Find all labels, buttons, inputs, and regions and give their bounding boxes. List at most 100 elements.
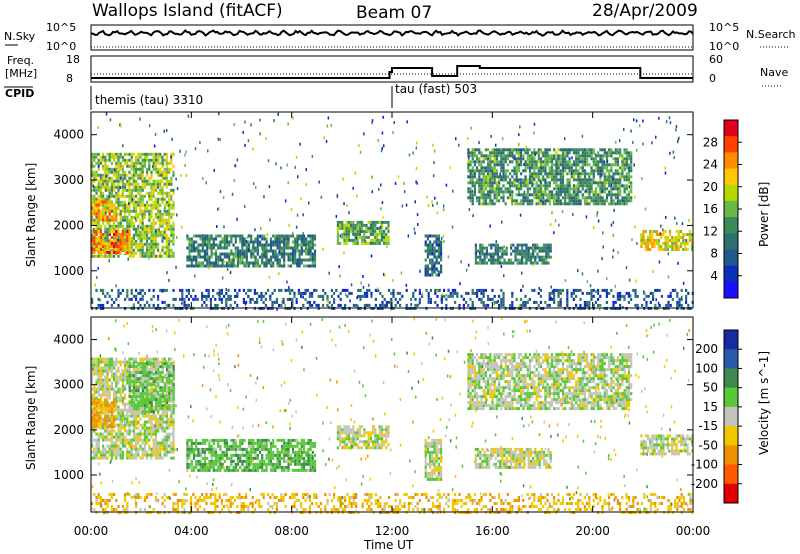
power-cell — [503, 245, 505, 249]
power-cell — [250, 255, 253, 259]
velocity-cell — [106, 444, 109, 448]
power-cell — [473, 160, 476, 164]
power-cell — [597, 151, 600, 155]
power-cell — [581, 193, 584, 197]
power-cell — [205, 288, 208, 292]
power-cell — [110, 203, 113, 207]
power-cell — [482, 187, 485, 191]
power-cell — [546, 187, 549, 191]
power-cell — [539, 196, 543, 200]
power-cell — [493, 178, 496, 182]
power-cell — [108, 176, 111, 180]
power-cell — [130, 209, 133, 213]
power-cell — [633, 118, 635, 122]
velocity-cell — [115, 378, 118, 382]
power-cell — [110, 227, 113, 231]
power-cell — [110, 239, 113, 243]
power-cell — [548, 291, 551, 295]
power-cell — [93, 173, 96, 177]
power-cell — [154, 242, 157, 246]
power-cell — [97, 236, 100, 239]
power-cell — [121, 248, 124, 251]
power-cell — [161, 197, 164, 201]
power-cell — [592, 294, 595, 298]
power-cell — [484, 175, 487, 179]
power-cell — [315, 303, 318, 307]
power-cell — [115, 170, 118, 174]
power-cell — [435, 273, 438, 277]
velocity-cell — [130, 414, 133, 418]
power-cell — [119, 236, 122, 239]
power-cell — [95, 212, 98, 216]
velocity-cell — [97, 444, 100, 448]
power-cell — [397, 175, 400, 179]
power-cell — [269, 249, 273, 253]
power-cell — [612, 300, 615, 304]
power-cell — [361, 294, 364, 298]
power-cell — [542, 169, 545, 173]
power-cell — [345, 235, 348, 239]
power-cell — [471, 169, 474, 173]
power-cell — [172, 303, 175, 307]
power-cell — [170, 203, 173, 207]
power-cell — [154, 239, 157, 243]
power-cell — [208, 243, 211, 247]
power-cell — [651, 141, 653, 145]
power-cell — [245, 246, 248, 250]
power-cell — [515, 184, 518, 188]
power-cell — [435, 240, 438, 244]
power-cell — [159, 203, 162, 207]
power-cell — [577, 184, 580, 188]
power-cell — [527, 249, 530, 253]
velocity-cell — [119, 423, 122, 427]
power-cell — [473, 181, 476, 185]
power-cell — [392, 288, 395, 292]
power-cell — [161, 188, 164, 192]
power-cell — [278, 237, 281, 241]
power-cell — [206, 249, 209, 253]
power-cell — [469, 151, 472, 155]
power-cell — [667, 275, 670, 279]
power-cell — [538, 258, 541, 262]
power-cell — [131, 198, 134, 202]
power-cell — [336, 195, 339, 199]
power-cell — [442, 204, 445, 208]
power-cell — [288, 286, 290, 290]
power-cell — [507, 258, 510, 262]
power-cell — [478, 163, 481, 167]
velocity-cell — [126, 429, 129, 433]
power-cell — [566, 288, 569, 292]
power-cell — [274, 258, 277, 262]
power-cell — [489, 172, 492, 176]
power-cell — [383, 273, 385, 276]
power-cell — [210, 252, 213, 256]
power-cell — [121, 188, 124, 192]
velocity-cell — [119, 438, 122, 442]
power-cell — [610, 196, 613, 200]
power-cell — [614, 300, 617, 304]
power-cell — [139, 194, 142, 198]
power-cell — [117, 227, 120, 231]
power-cell — [592, 175, 595, 179]
power-cell — [520, 199, 523, 203]
power-cell — [117, 236, 120, 240]
power-cell — [526, 202, 529, 206]
power-cell — [128, 152, 131, 156]
power-cell — [130, 176, 133, 180]
power-cell — [545, 258, 548, 262]
power-cell — [208, 237, 211, 241]
power-cell — [141, 251, 144, 255]
power-cell — [555, 163, 558, 167]
power-cell — [433, 252, 436, 256]
power-cell — [511, 184, 514, 188]
power-cell — [662, 242, 665, 245]
power-cell — [619, 187, 622, 191]
power-cell — [172, 203, 175, 207]
power-cell — [553, 199, 556, 203]
power-cell — [436, 269, 439, 273]
velocity-cell — [95, 447, 98, 451]
power-cell — [487, 294, 490, 298]
power-cell — [533, 175, 536, 179]
power-cell — [102, 254, 105, 258]
velocity-cell — [117, 360, 120, 364]
